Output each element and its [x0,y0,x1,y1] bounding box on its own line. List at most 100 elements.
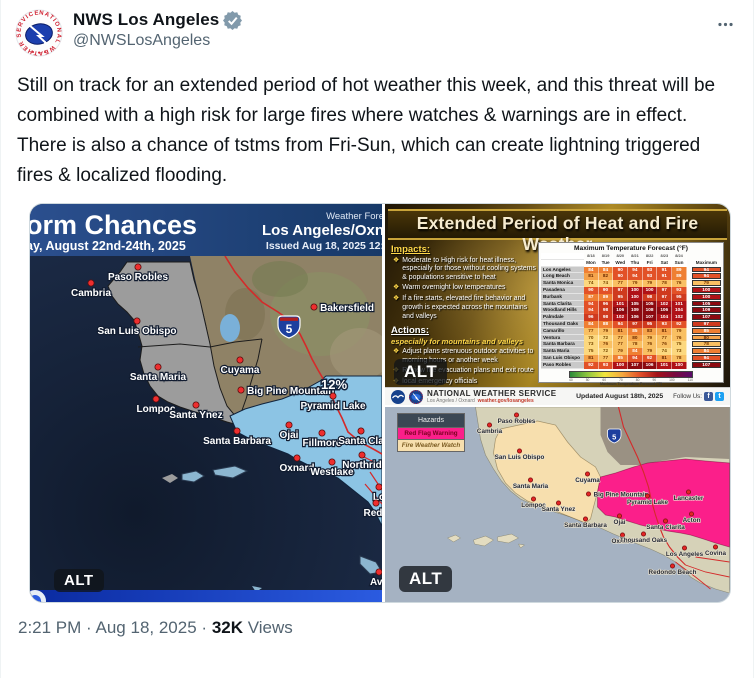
svg-text:Santa Maria: Santa Maria [513,483,549,490]
name-block: NWS Los Angeles @NWSLosAngeles [73,9,712,50]
alt-badge[interactable]: ALT [394,359,448,385]
svg-text:Santa Barbara: Santa Barbara [203,436,271,447]
svg-text:Westlake: Westlake [310,467,354,478]
svg-text:Santa Cla: Santa Cla [338,436,382,447]
hazards-map-image[interactable]: 5 Paso Robles Cambria San Luis Obispo Santa… [385,407,730,602]
svg-text:Paso Robles: Paso Robles [498,418,536,425]
map-subtitle: ay, August 22nd-24th, 2025 [30,239,186,253]
svg-text:Pyramid Lake: Pyramid Lake [627,499,668,506]
avatar[interactable]: NATIONAL WEATHER SERVICE [15,9,63,57]
heat-title-band [388,209,727,240]
storm-chances-image[interactable]: 5 Paso Robles Cambria San Luis Obispo Santa… [30,204,382,602]
nws-url[interactable]: weather.gov/losangeles [477,397,534,404]
svg-text:Paso Robles: Paso Robles [108,272,168,283]
hazards-legend: Hazards Red Flag Warning Fire Weather Wat… [397,413,465,452]
lake [220,314,240,342]
verified-badge-icon [223,10,243,30]
svg-text:Cambria: Cambria [477,428,503,435]
heat-infographic-image[interactable]: Extended Period of Heat and Fire Weather… [385,204,730,405]
more-button[interactable] [712,11,739,43]
interstate-5-shield: 5 [607,428,622,444]
map-header-band [30,204,382,256]
views-label: Views [247,618,293,637]
noaa-logo-icon [391,389,405,404]
table-title: Maximum Temperature Forecast (°F) [574,245,688,252]
svg-text:Bakersfield: Bakersfield [320,303,374,314]
twitter-icon[interactable]: t [715,392,724,401]
svg-text:Lompoc: Lompoc [137,404,176,415]
actions-heading: Actions: [391,325,429,337]
legend-title: Hazards [398,414,464,427]
more-dots-icon [718,22,733,27]
svg-text:Oxnard: Oxnard [279,463,314,474]
actions-subheading: especially for mountains and valleys [391,337,524,347]
svg-text:Thousand Oaks: Thousand Oaks [620,537,668,544]
svg-text:Ojai: Ojai [614,519,626,526]
svg-text:Redondo Beach: Redondo Beach [649,569,697,576]
svg-text:Lo: Lo [373,492,382,503]
map-source-3: Issued Aug 18, 2025 12: [266,240,382,252]
svg-text:Ojai: Ojai [280,430,299,441]
svg-text:Big Pine Mountain: Big Pine Mountain [594,491,649,498]
svg-text:Cuyama: Cuyama [575,477,600,484]
temperature-table: 8/18 8/19 8/20 8/21 8/22 8/23 8/24 Mon Tue Wed Thu… [541,253,721,369]
svg-text:Santa Ynez: Santa Ynez [542,506,575,513]
svg-text:Ava: Ava [370,577,382,588]
svg-text:Los Angeles: Los Angeles [666,551,704,558]
svg-text:Cuyama: Cuyama [221,365,260,376]
nws-footer-bar: NATIONAL WEATHER SERVICE Los Angeles / O… [385,387,730,405]
mountains [600,407,730,465]
scale-gradient-bar [569,370,693,378]
svg-text:5: 5 [286,322,293,336]
follow-us: Follow Us: f t [673,392,724,401]
svg-text:5: 5 [612,433,616,442]
svg-text:San Luis Obispo: San Luis Obispo [495,454,545,461]
media-grid: 5 Paso Robles Cambria San Luis Obispo Santa… [29,203,731,603]
tweet-header: NATIONAL WEATHER SERVICE NWS Los Angeles… [1,0,753,57]
nws-office: Los Angeles / Oxnard [427,397,475,404]
map-footer-band [30,590,382,602]
island [446,534,461,543]
red-flag-warning-area [597,458,730,548]
svg-text:Santa Ynez: Santa Ynez [169,410,222,421]
svg-text:Santa Clarita: Santa Clarita [646,524,685,531]
map-source-1: Weather Fore [326,211,382,222]
highway-i5 [224,255,382,455]
fire-weather-watch-area [493,420,601,524]
handle[interactable]: @NWSLosAngeles [73,32,211,49]
updated-label: Updated August 18th, 2025 [576,393,664,400]
nws-logo-icon: NATIONAL WEATHER SERVICE [15,9,63,57]
svg-text:Cambria: Cambria [71,288,111,299]
timestamp-row: 2:21 PM · Aug 18, 2025 · 32K Views [18,618,293,637]
svg-text:Big Pine Mountain: Big Pine Mountain [247,386,334,397]
alt-badge[interactable]: ALT [399,566,453,592]
nws-logo-icon [409,389,423,404]
svg-text:Santa Maria: Santa Maria [130,372,187,383]
map-title: orm Chances [30,210,197,240]
highway-i5 [617,407,686,566]
tweet-text: Still on track for an extended period of… [17,75,716,186]
views-count: 32K [211,618,243,637]
svg-text:Northrid: Northrid [342,460,381,471]
temperature-table-panel: Maximum Temperature Forecast (°F) 8/18 8/… [538,242,724,391]
alt-badge[interactable]: ALT [54,569,104,592]
nws-org-name: NATIONAL WEATHER SERVICE [427,388,557,398]
chance-label: 12% [321,377,347,392]
island [162,474,178,483]
display-name[interactable]: NWS Los Angeles [73,10,220,29]
time: 2:21 PM [18,618,82,637]
svg-text:Pyramid Lake: Pyramid Lake [300,401,365,412]
impacts-list: ❖ Moderate to High risk for heat illness,… [393,256,536,320]
interstate-5-shield: 5 [277,315,301,339]
svg-text:Covina: Covina [705,550,726,557]
storm-chance-area [229,375,382,527]
storm-chances-map: 5 Paso Robles Cambria San Luis Obispo Santa… [30,204,382,602]
svg-text:Redo: Redo [364,508,383,519]
svg-text:Lancaster: Lancaster [674,495,704,502]
temperature-scale: 40 50 60 70 80 90 100 110 Maximum Temperature F… [541,370,721,386]
map-source-2: Los Angeles/Oxn [262,222,382,239]
facebook-icon[interactable]: f [704,392,713,401]
svg-text:Fillmore: Fillmore [303,438,342,449]
impacts-heading: Impacts: [391,244,431,255]
